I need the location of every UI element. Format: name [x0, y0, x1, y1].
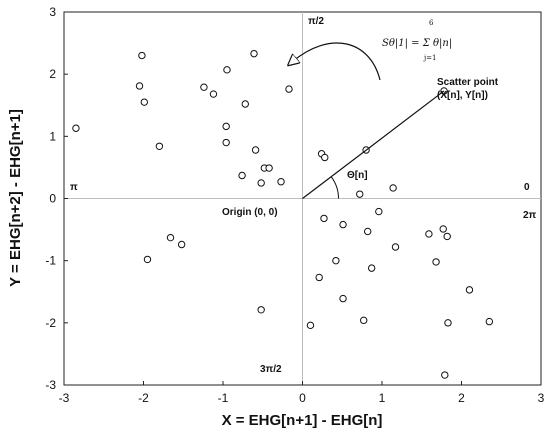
scatter-point	[177, 240, 186, 249]
scatter-point	[315, 273, 323, 282]
scatter-point	[209, 90, 218, 98]
scatter-point	[135, 82, 144, 90]
scatter-point	[257, 306, 265, 314]
scatter-point	[356, 190, 364, 198]
x-axis-title: X = EHG[n+1] - EHG[n]	[222, 412, 383, 429]
scatter-point	[321, 153, 329, 162]
scatter-point	[367, 264, 376, 272]
y-tick-label: -1	[45, 254, 56, 268]
y-tick-label: -3	[45, 378, 56, 392]
x-tick-label: 0	[299, 391, 306, 405]
scatter-point	[339, 220, 347, 229]
label-origin: Origin (0, 0)	[222, 207, 278, 218]
scatter-point	[166, 233, 175, 242]
scatter-point	[432, 258, 440, 266]
y-tick-label: 3	[49, 5, 56, 19]
scatter-point	[72, 124, 80, 132]
scatter-point	[306, 321, 315, 330]
x-tick-group: -3 -2 -1 0 1 2 3	[59, 381, 545, 405]
scatter-point	[444, 319, 452, 327]
scatter-point	[332, 256, 340, 265]
x-tick-label: 2	[458, 391, 465, 405]
y-axis-title: Y = EHG[n+2] - EHG[n+1]	[7, 109, 24, 287]
y-tick-label: 0	[49, 192, 56, 206]
x-tick-label: 1	[379, 391, 386, 405]
scatter-point	[360, 316, 368, 325]
x-tick-label: -3	[59, 391, 70, 405]
scatter-point	[425, 230, 433, 238]
y-tick-label: 2	[49, 67, 56, 81]
scatter-points	[72, 49, 494, 379]
scatter-point	[138, 51, 146, 60]
scatter-point	[485, 317, 494, 326]
scatter-point	[443, 232, 451, 241]
label-pi: π	[70, 182, 78, 193]
curved-arrow	[292, 42, 381, 81]
y-tick-group: 3 2 1 0 -1 -2 -3	[45, 5, 68, 392]
formula-upper: 6	[429, 19, 434, 27]
scatter-point	[222, 138, 230, 147]
scatter-point	[389, 184, 397, 192]
scatter-point	[223, 66, 231, 74]
y-tick-label: -2	[45, 316, 56, 330]
scatter-point	[250, 49, 258, 58]
scatter-point	[241, 100, 249, 108]
formula-text: Sθ|1| = Σ θ|n|	[382, 38, 452, 49]
scatter-point	[439, 225, 447, 233]
scatter-point	[140, 98, 148, 106]
vector-line	[302, 90, 445, 199]
label-scatter-point-2: (X[n], Y[n])	[437, 90, 488, 101]
scatter-point	[238, 171, 246, 180]
scatter-point	[441, 371, 449, 379]
x-tick-label: -2	[138, 391, 149, 405]
scatter-point	[391, 243, 400, 251]
label-pi-half: π/2	[308, 16, 324, 27]
scatter-point	[265, 164, 273, 172]
scatter-point	[257, 179, 265, 187]
scatter-point	[251, 146, 260, 154]
scatter-point	[285, 85, 293, 93]
scatter-point	[200, 83, 208, 91]
scatter-point	[339, 294, 347, 303]
formula-lower: j=1	[423, 54, 437, 62]
x-tick-label: 3	[538, 391, 545, 405]
scatter-point	[143, 255, 152, 264]
label-theta: Θ[n]	[347, 170, 368, 181]
label-three-pi-half: 3π/2	[260, 364, 282, 375]
scatter-point	[320, 214, 328, 223]
label-zero: 0	[524, 182, 530, 193]
scatter-point	[155, 142, 164, 150]
scatter-point	[363, 227, 372, 236]
x-tick-label: -1	[218, 391, 229, 405]
scatter-point	[375, 207, 383, 216]
label-scatter-point-1: Scatter point	[437, 77, 499, 88]
scatter-point	[277, 178, 285, 186]
label-two-pi: 2π	[523, 210, 537, 221]
scatter-point	[222, 122, 230, 131]
y-tick-label: 1	[49, 129, 56, 143]
theta-arc	[330, 176, 339, 199]
scatter-point	[465, 286, 474, 294]
